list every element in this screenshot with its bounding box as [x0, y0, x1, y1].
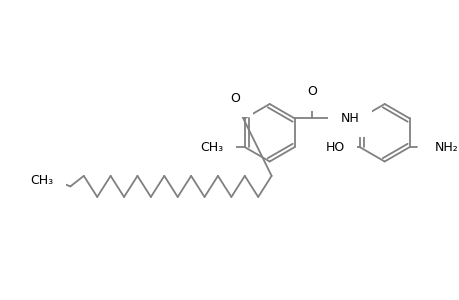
- Text: CH₃: CH₃: [30, 174, 53, 187]
- Text: CH₃: CH₃: [200, 141, 223, 154]
- Text: NH₂: NH₂: [434, 141, 457, 154]
- Text: O: O: [230, 92, 240, 105]
- Text: O: O: [306, 85, 316, 98]
- Text: HO: HO: [325, 141, 344, 154]
- Text: NH: NH: [340, 112, 358, 125]
